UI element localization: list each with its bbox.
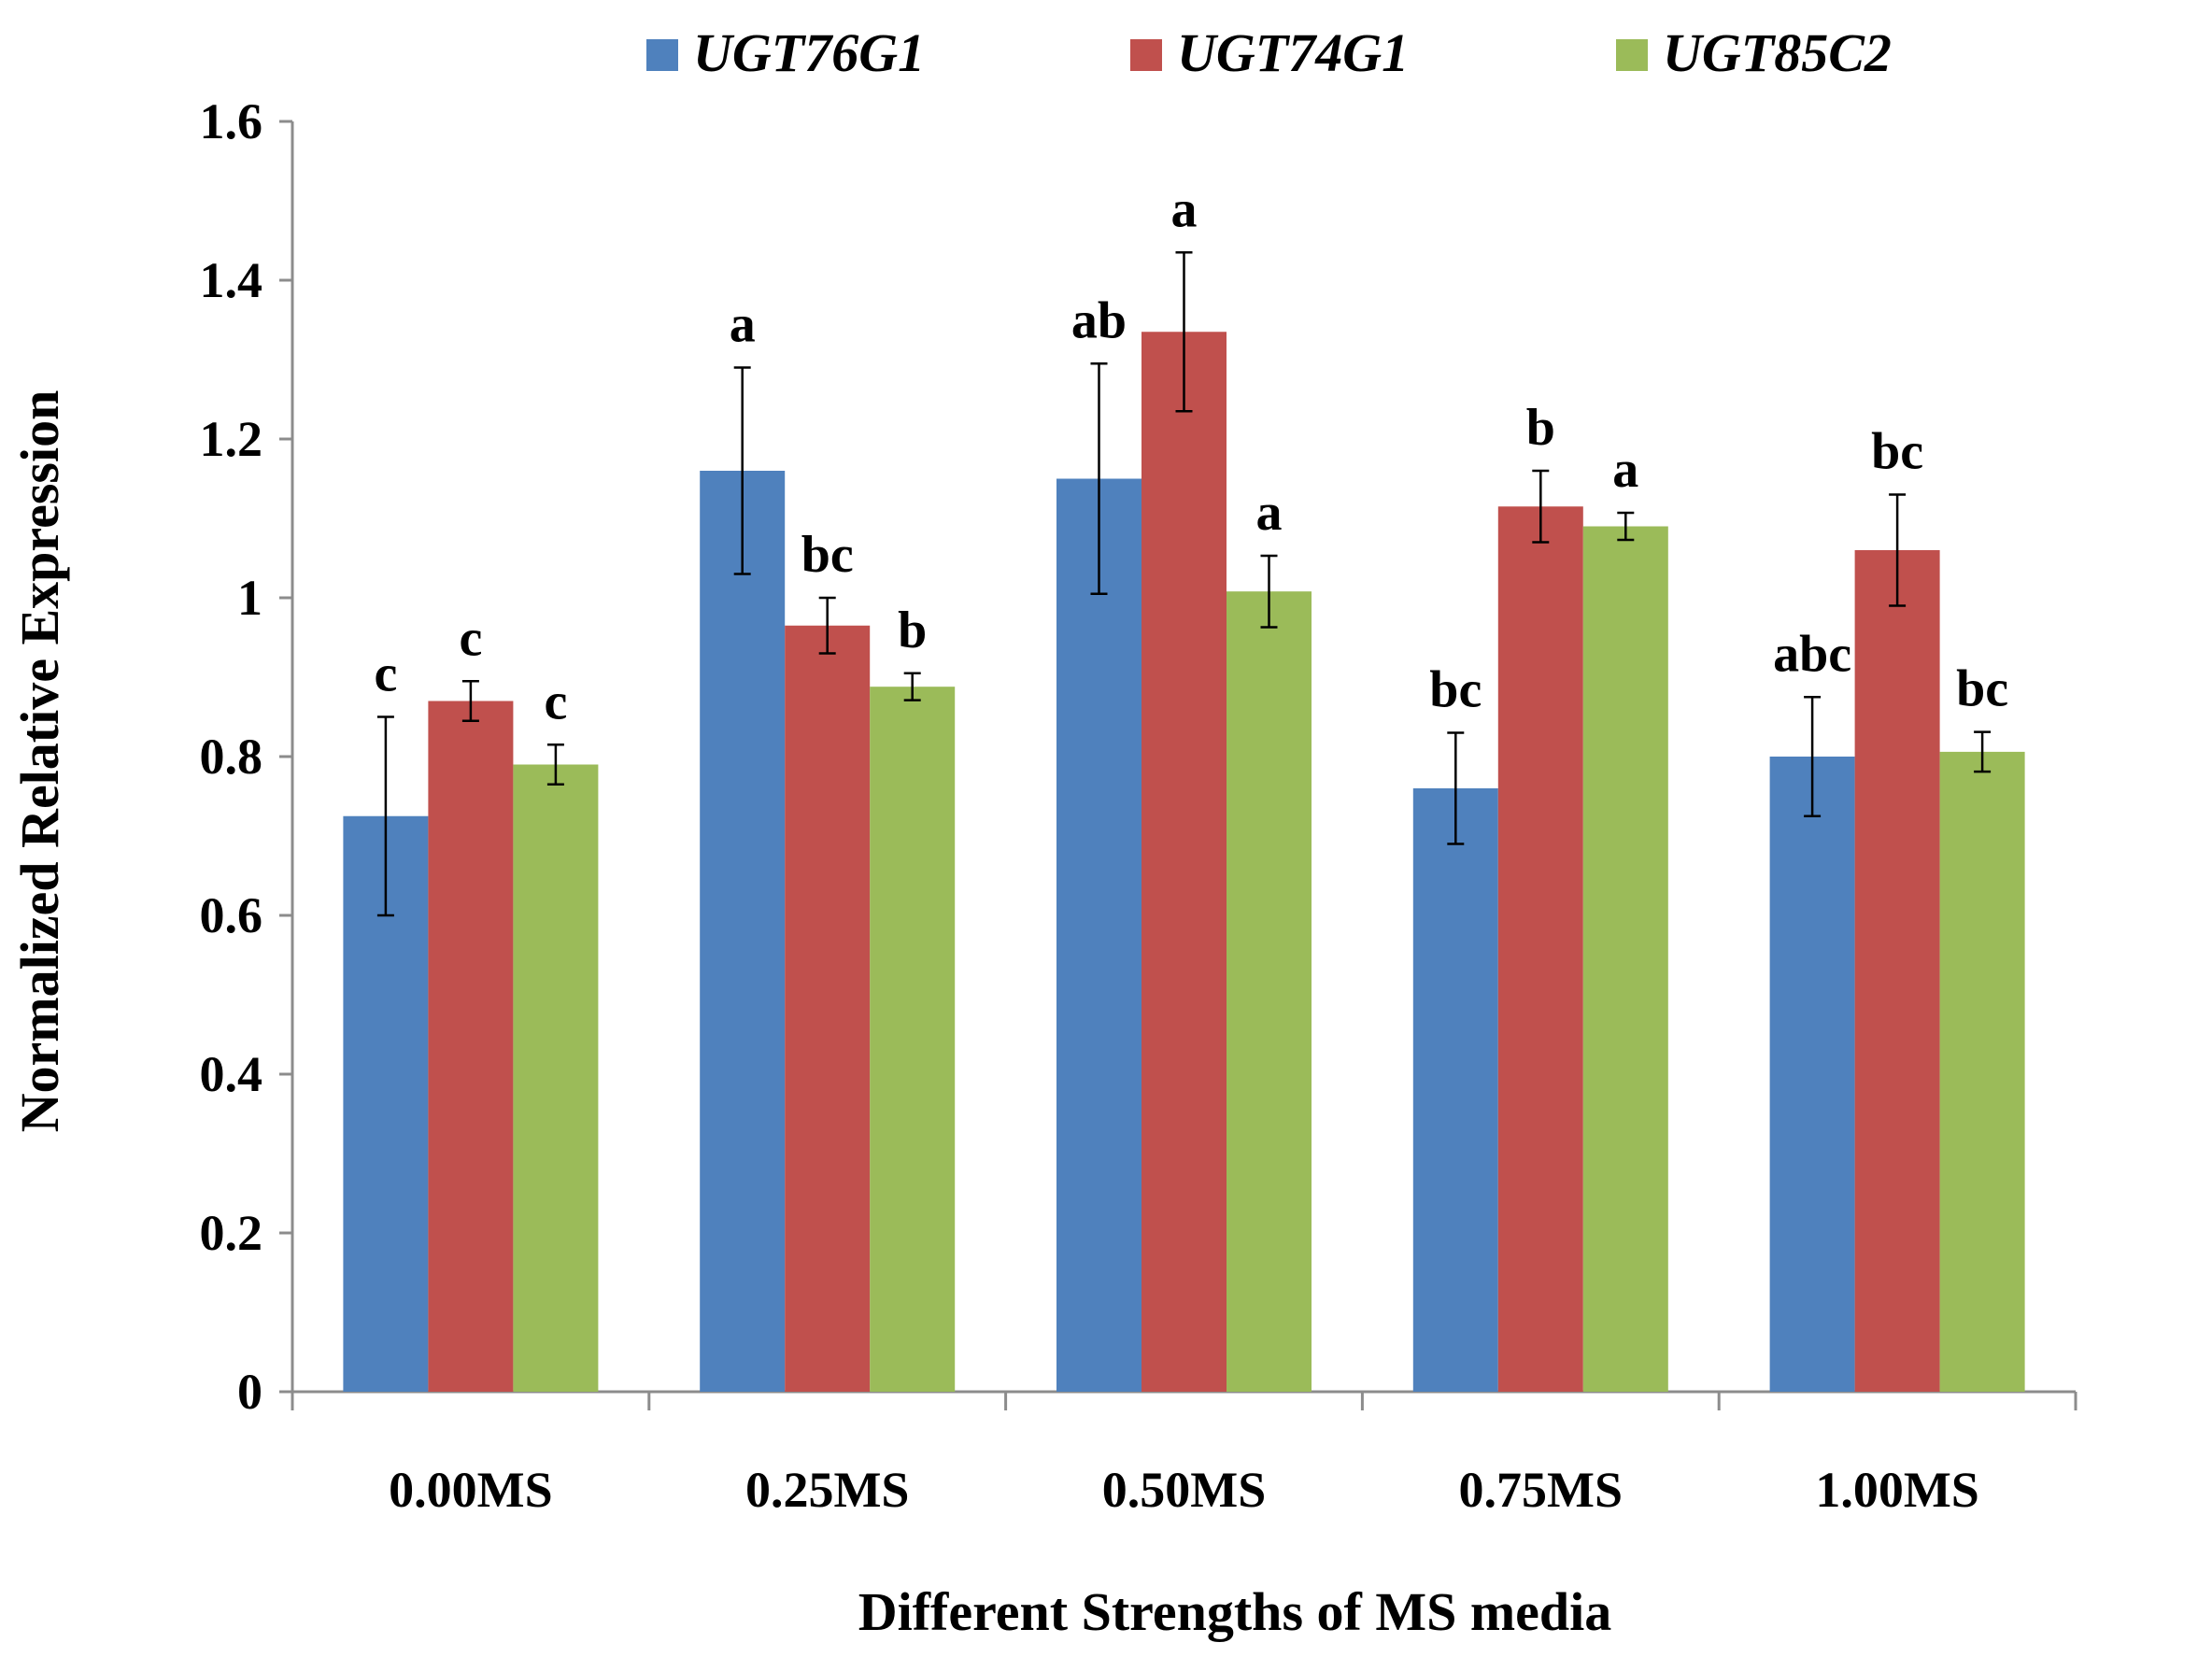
bar	[1854, 550, 1940, 1392]
significance-label: b	[1526, 399, 1555, 457]
x-tick-label: 1.00MS	[1815, 1462, 1979, 1518]
x-tick-label: 0.50MS	[1102, 1462, 1267, 1518]
bar	[1227, 591, 1312, 1392]
bar	[1056, 478, 1141, 1392]
bar	[1582, 526, 1668, 1392]
y-tick-label: 1.6	[200, 93, 263, 149]
legend-label: UGT85C2	[1663, 22, 1892, 83]
significance-label: bc	[1956, 660, 2008, 718]
bar	[785, 625, 871, 1392]
bar	[700, 471, 786, 1392]
axes: 0 0.2 0.4 0.6 0.8 1 1.2 1.4 1.6 0.00MS 0.25MS 0.50M…	[200, 93, 2077, 1518]
x-tick-label: 0.75MS	[1459, 1462, 1624, 1518]
significance-label: c	[544, 673, 567, 730]
significance-label: abc	[1773, 625, 1851, 683]
y-tick-label: 1.4	[200, 252, 263, 308]
y-tick-label: 0.2	[200, 1205, 263, 1261]
y-tick-label: 0.8	[200, 729, 263, 785]
x-tick-label: 0.00MS	[389, 1462, 553, 1518]
y-tick-label: 0.4	[200, 1046, 263, 1102]
y-tick-label: 1.2	[200, 411, 263, 467]
bar	[1141, 332, 1227, 1392]
x-tick-label: 0.25MS	[745, 1462, 910, 1518]
significance-label: a	[730, 296, 756, 354]
significance-label: ab	[1071, 291, 1127, 349]
bar	[870, 687, 956, 1392]
significance-label: b	[898, 602, 927, 659]
legend-swatch	[1130, 39, 1162, 71]
bar	[1939, 751, 2025, 1392]
bar	[428, 701, 514, 1392]
legend: UGT76G1 UGT74G1 UGT85C2	[646, 22, 1892, 83]
y-axis-label: Normalized Relative Expression	[9, 390, 70, 1133]
y-tick-label: 1	[237, 570, 262, 626]
significance-label: bc	[1429, 661, 1482, 719]
significance-label: c	[459, 609, 482, 667]
x-axis-label: Different Strengths of MS media	[858, 1581, 1612, 1642]
significance-label: bc	[801, 526, 854, 584]
legend-label: UGT74G1	[1177, 22, 1409, 83]
y-tick-label: 0	[237, 1364, 262, 1420]
bar	[1769, 757, 1855, 1392]
y-tick-label: 0.6	[200, 887, 263, 943]
bar	[513, 764, 599, 1392]
significance-label: a	[1612, 441, 1638, 499]
significance-label: a	[1171, 180, 1198, 238]
legend-swatch	[1616, 39, 1648, 71]
significance-label: bc	[1871, 423, 1923, 481]
significance-label: a	[1256, 484, 1283, 542]
bar	[1412, 788, 1498, 1392]
legend-label: UGT76G1	[693, 22, 925, 83]
significance-label: c	[374, 645, 397, 703]
bar	[1497, 506, 1583, 1392]
legend-swatch	[646, 39, 678, 71]
